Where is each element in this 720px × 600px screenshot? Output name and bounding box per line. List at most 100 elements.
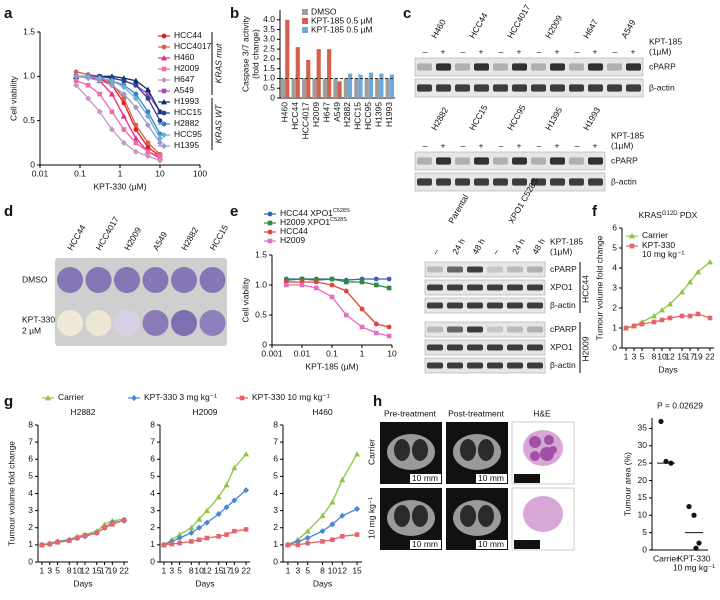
x-tick-label: 5 [305, 565, 310, 575]
y-tick-label: 2.5 [263, 43, 275, 53]
y-tick-label: 0 [28, 556, 33, 566]
row-label: Carrier [366, 439, 376, 465]
x-tick-label: 10 mg kg⁻¹ [673, 562, 715, 572]
y-tick-label: 3 [612, 282, 617, 292]
legend-label: HCC15 [174, 107, 202, 117]
data-point [359, 306, 365, 312]
bar [364, 78, 369, 98]
data-point [145, 144, 151, 150]
data-point [73, 82, 80, 89]
scale-label: 5 mm [516, 539, 537, 549]
legend-label: H647 [174, 74, 195, 84]
legend-marker [239, 395, 245, 401]
legend-name: HCC95 [174, 129, 202, 139]
legend-name: H2009 XPO1 [280, 217, 330, 227]
data-point [329, 499, 336, 505]
actin-band [607, 84, 622, 92]
data-point [354, 451, 361, 457]
blot-band [527, 302, 543, 309]
legend-name: H1993 [174, 96, 199, 106]
x-tick-label: 15 [677, 351, 687, 361]
data-point [386, 324, 392, 330]
legend-marker [161, 77, 167, 83]
legend-marker [161, 44, 167, 50]
data-point [693, 545, 699, 551]
data-point [145, 91, 151, 97]
bar [333, 78, 338, 98]
data-point [196, 516, 203, 522]
cparp-band [569, 63, 584, 71]
lane-label: H460 [429, 17, 448, 40]
legend-name: H2009 [280, 235, 305, 245]
cparp-band [493, 157, 508, 165]
actin-band-bg [414, 78, 644, 98]
data-point [120, 113, 127, 119]
title-sup: G12D [662, 211, 678, 217]
blot-band [447, 344, 463, 351]
actin-band [493, 178, 508, 186]
data-point [329, 276, 335, 282]
actin-band [455, 84, 470, 92]
actin-band [474, 178, 489, 186]
legend-label: H2009 XPO1C528S [280, 217, 347, 227]
x-tick-label: HCC4017 [300, 102, 310, 140]
treatment-label: KPT-185 [649, 36, 682, 46]
treatment-sign: – [575, 140, 580, 150]
x-tick-label: 3 [632, 351, 637, 361]
data-point [132, 95, 139, 102]
blot-band [507, 266, 523, 273]
panel-letter: a [4, 5, 13, 22]
legend-name: Carrier [58, 392, 84, 402]
data-point [231, 497, 238, 504]
data-point [623, 325, 629, 331]
data-point [120, 139, 127, 146]
y-tick-label: 0 [273, 556, 278, 566]
well [57, 267, 83, 293]
data-point [243, 487, 250, 494]
legend-marker [161, 143, 167, 149]
y-tick-label: 3 [273, 505, 278, 515]
data-point [145, 109, 151, 115]
well [85, 310, 112, 336]
legend-name: HCC15 [174, 107, 202, 117]
lane-label: HCC15 [467, 103, 490, 132]
cparp-band [474, 63, 489, 71]
lane-label: A549 [151, 230, 170, 252]
treatment-sign: + [517, 140, 522, 150]
y-tick-label: 5 [642, 527, 647, 537]
y-tick-label: 20 [638, 475, 648, 485]
lane-label: H647 [581, 17, 600, 40]
actin-band [531, 178, 546, 186]
cparp-band [512, 157, 527, 165]
actin-band [569, 178, 584, 186]
treatment-sign: – [423, 46, 428, 56]
legend-label: KPT-330 [642, 240, 675, 250]
data-point [231, 464, 238, 471]
treatment-sign: + [593, 140, 598, 150]
actin-band [436, 84, 451, 92]
well [57, 310, 83, 336]
timepoint-label: 48 h [530, 237, 547, 257]
blot-band [427, 362, 443, 369]
x-tick-label: H647 [321, 102, 331, 123]
group-label: KRAS WT [213, 104, 223, 144]
blot-band-bg [424, 357, 546, 374]
actin-band [417, 84, 432, 92]
timepoint-label: 24 h [450, 237, 467, 257]
data-point [67, 538, 72, 543]
timepoint-label: – [430, 247, 441, 256]
mri-lung [460, 505, 476, 527]
lane-label: HCC4017 [505, 3, 532, 41]
data-point [224, 532, 229, 537]
data-point [120, 91, 127, 98]
data-point [133, 140, 139, 146]
y-tick-label: 5 [612, 242, 617, 252]
data-point [707, 259, 713, 265]
lane-label: HCC15 [208, 223, 231, 252]
x-tick-label: 100 [193, 168, 207, 178]
blot-band [427, 344, 443, 351]
series-line [163, 453, 247, 546]
data-point [285, 542, 291, 548]
legend-label: H1993 [174, 96, 199, 106]
row-label: cPARP [550, 264, 577, 274]
